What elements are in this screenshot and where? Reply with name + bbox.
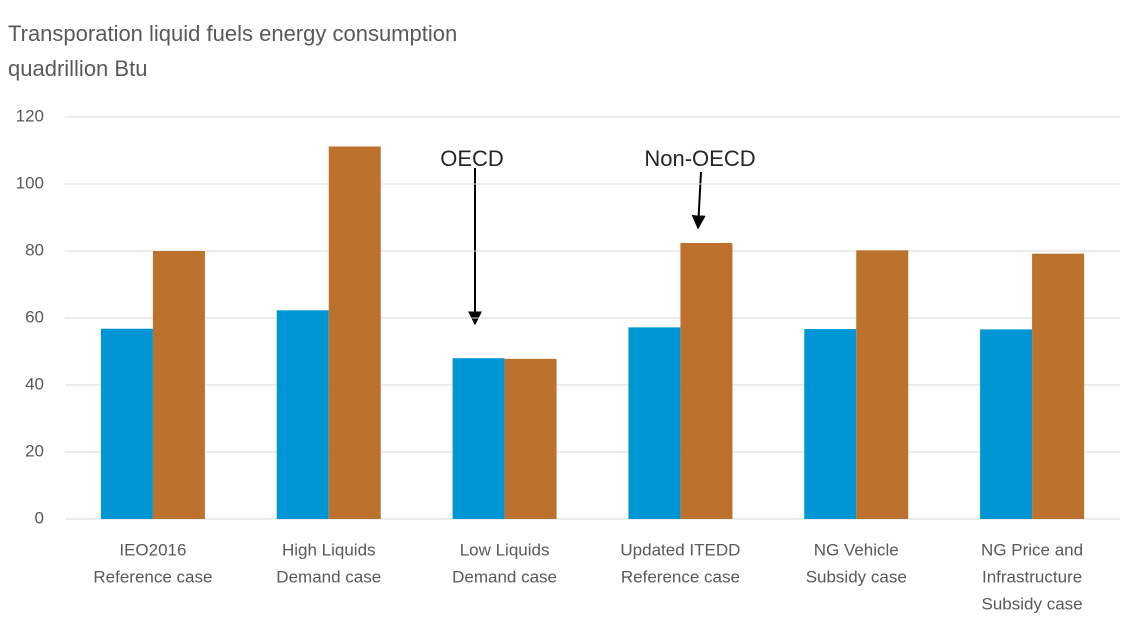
y-tick-label: 120 (16, 106, 44, 125)
bar (804, 329, 857, 519)
x-tick-label: NG Vehicle (814, 540, 899, 559)
bar (1032, 253, 1085, 519)
y-tick-label: 60 (25, 307, 44, 326)
annotation: Non-OECD (644, 146, 755, 171)
x-tick-label: NG Price and (981, 540, 1083, 559)
y-tick-label: 20 (25, 441, 44, 460)
bar (328, 146, 381, 520)
x-tick-label: Subsidy case (806, 567, 907, 586)
x-tick-label: Updated ITEDD (620, 540, 740, 559)
x-tick-label: Reference case (93, 567, 212, 586)
annotation-arrow (691, 171, 706, 230)
y-tick-label: 80 (25, 240, 44, 259)
y-tick-label: 0 (35, 508, 44, 527)
x-tick-label: Subsidy case (982, 594, 1083, 613)
x-tick-label: IEO2016 (119, 540, 186, 559)
bar (680, 242, 733, 519)
x-tick-label: Reference case (621, 567, 740, 586)
x-tick-label: Infrastructure (982, 567, 1082, 586)
x-tick-label: Demand case (276, 567, 381, 586)
bar (452, 358, 505, 519)
bar (276, 310, 329, 519)
x-tick-label: Low Liquids (460, 540, 550, 559)
x-tick-label: Demand case (452, 567, 557, 586)
bar (152, 251, 205, 519)
bar (100, 328, 153, 519)
y-tick-label: 100 (16, 173, 44, 192)
bar (628, 327, 681, 519)
y-tick-label: 40 (25, 374, 44, 393)
chart-title: Transporation liquid fuels energy consum… (8, 21, 457, 46)
bar (856, 250, 909, 519)
bar (980, 329, 1033, 519)
annotation: OECD (440, 146, 504, 171)
chart-subtitle: quadrillion Btu (8, 56, 147, 81)
bar (504, 358, 557, 519)
x-tick-label: High Liquids (282, 540, 376, 559)
